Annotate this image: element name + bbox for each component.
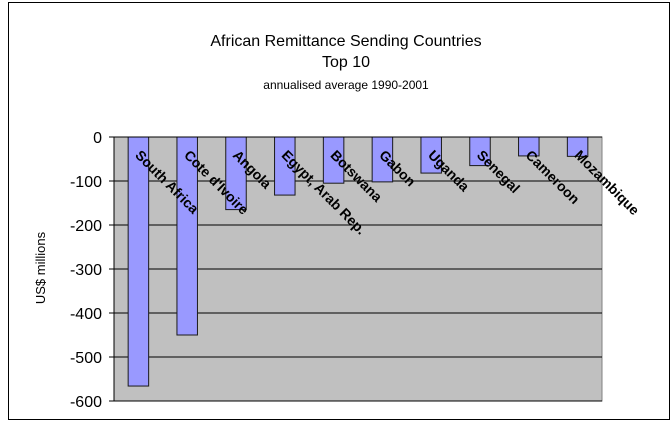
y-tick-label: 0 (93, 130, 102, 147)
y-tick-label: -600 (70, 394, 102, 411)
y-tick-label: -300 (70, 262, 102, 279)
chart-subtitle-period: annualised average 1990-2001 (263, 78, 429, 92)
y-tick-label: -100 (70, 174, 102, 191)
chart-subtitle: Top 10 (322, 54, 370, 71)
chart-title: African Remittance Sending Countries (210, 33, 481, 50)
bar (127, 136, 150, 387)
y-tick-label: -400 (70, 306, 102, 323)
y-axis-label: US$ millions (33, 231, 48, 304)
y-tick-label: -200 (70, 218, 102, 235)
y-tick-label: -500 (70, 350, 102, 367)
